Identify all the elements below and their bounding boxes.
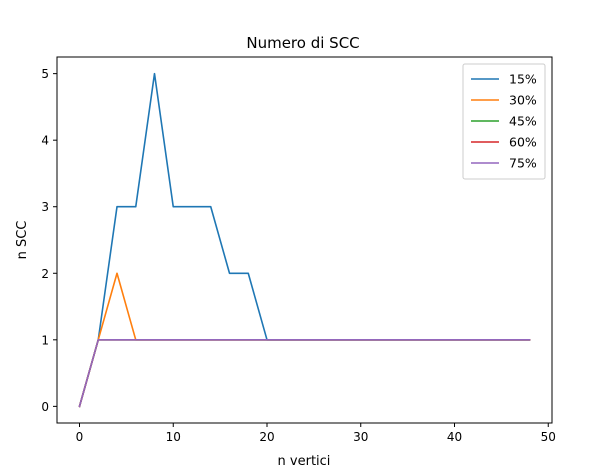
legend-label-0: 15% bbox=[509, 72, 537, 87]
y-axis-label: n SCC bbox=[15, 221, 30, 260]
legend-label-4: 75% bbox=[509, 156, 537, 171]
x-axis-label: n vertici bbox=[278, 454, 331, 469]
x-axis-ticks: 0 10 20 30 40 50 bbox=[76, 423, 556, 444]
series-line-2 bbox=[78, 339, 531, 408]
x-tick-label: 40 bbox=[447, 430, 462, 444]
y-tick-label: 2 bbox=[41, 267, 49, 281]
x-tick-label: 20 bbox=[259, 430, 274, 444]
y-tick-label: 4 bbox=[41, 134, 49, 148]
legend: 15% 30% 45% 60% 75% bbox=[462, 63, 546, 180]
chart-title: Numero di SCC bbox=[246, 34, 359, 52]
x-tick-label: 50 bbox=[541, 430, 556, 444]
series-line-0 bbox=[78, 72, 531, 408]
plot-frame bbox=[56, 56, 553, 424]
x-tick-label: 30 bbox=[353, 430, 368, 444]
y-tick-label: 0 bbox=[41, 400, 49, 414]
legend-label-3: 60% bbox=[509, 135, 537, 150]
x-tick-label: 10 bbox=[166, 430, 181, 444]
legend-box bbox=[462, 63, 546, 180]
series-layer bbox=[78, 72, 531, 408]
y-tick-label: 5 bbox=[41, 67, 49, 81]
series-line-4 bbox=[78, 339, 531, 408]
legend-label-2: 45% bbox=[509, 114, 537, 129]
y-axis-ticks: 0 1 2 3 4 5 bbox=[41, 67, 57, 414]
y-tick-label: 1 bbox=[41, 333, 49, 347]
legend-label-1: 30% bbox=[509, 93, 537, 108]
x-tick-label: 0 bbox=[76, 430, 84, 444]
y-tick-label: 3 bbox=[41, 200, 49, 214]
series-line-3 bbox=[78, 339, 531, 408]
